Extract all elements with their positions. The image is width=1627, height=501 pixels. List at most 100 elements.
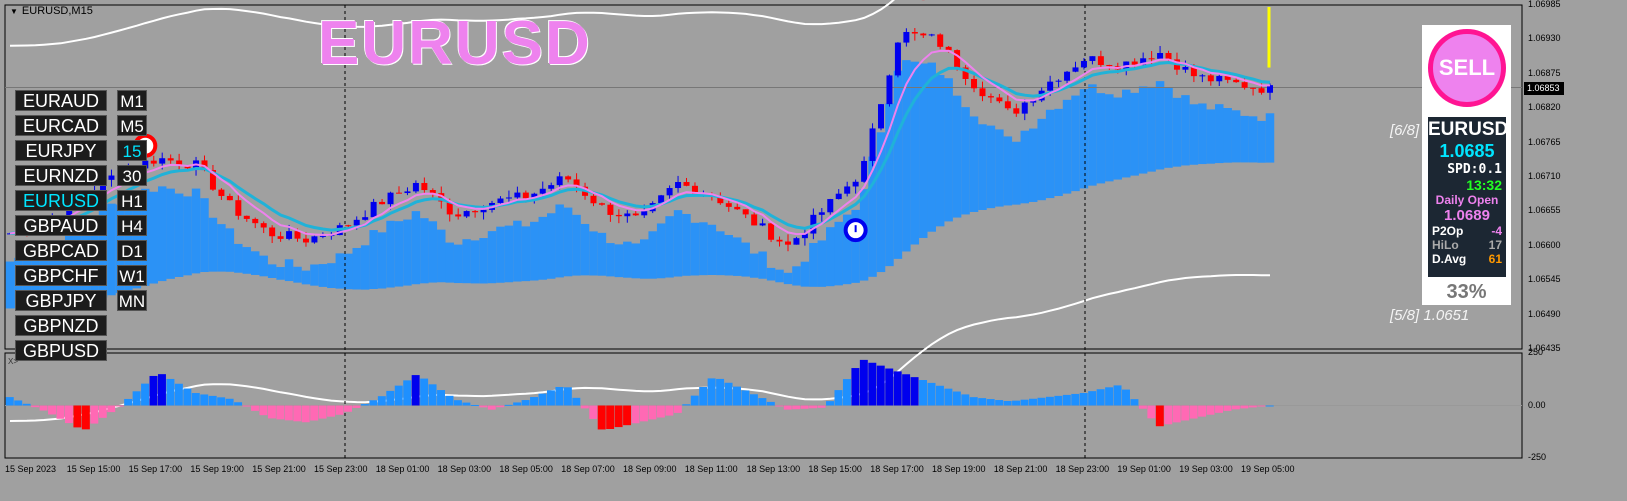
cloud-bar	[758, 251, 767, 279]
price-axis-label: 1.06490	[1528, 308, 1561, 319]
symbol-button-gbpcad[interactable]: GBPCAD	[15, 240, 107, 261]
candle-body	[1047, 81, 1054, 91]
symbol-button-gbpjpy[interactable]: GBPJPY	[15, 290, 107, 311]
cloud-bar	[1215, 104, 1224, 164]
candle-body	[1072, 67, 1079, 72]
oscillator-bar	[1105, 387, 1114, 406]
oscillator-bar	[31, 405, 40, 408]
oscillator-bar	[284, 405, 293, 421]
symbol-button-gbpchf[interactable]: GBPCHF	[15, 265, 107, 286]
candle-body	[725, 203, 732, 207]
timeframe-button-h4[interactable]: H4	[117, 215, 147, 236]
time-axis-label: 19 Sep 03:00	[1179, 464, 1233, 474]
cloud-bar	[386, 220, 395, 288]
candle-body	[243, 215, 250, 219]
timeframe-button-30[interactable]: 30	[117, 165, 147, 186]
candle-body	[1013, 108, 1020, 114]
candle-body	[302, 238, 309, 243]
timeframe-button-d1[interactable]: D1	[117, 240, 147, 261]
candle-body	[1165, 52, 1172, 60]
oscillator-bar	[792, 405, 801, 410]
cloud-bar	[225, 228, 235, 272]
candle-body	[1148, 58, 1155, 60]
symbol-button-gbpusd[interactable]: GBPUSD	[15, 340, 107, 361]
oscillator-bar	[234, 402, 243, 406]
hilo-label: HiLo	[1432, 238, 1459, 252]
candle-body	[1233, 79, 1240, 83]
oscillator-bar	[251, 405, 259, 411]
candle-body	[928, 34, 935, 36]
oscillator-bar	[115, 405, 124, 407]
price-axis-label: 1.06820	[1528, 102, 1561, 113]
candle-body	[429, 190, 436, 194]
cloud-bar	[318, 264, 328, 287]
cloud-bar	[716, 231, 725, 276]
symbol-button-eurusd[interactable]: EURUSD	[15, 190, 107, 211]
timeframe-button-mn[interactable]: MN	[117, 290, 147, 311]
candle-body	[218, 189, 225, 196]
lower-band	[9, 274, 1271, 422]
oscillator-bar	[403, 380, 412, 406]
symbol-button-eurcad[interactable]: EURCAD	[15, 115, 107, 136]
candle-body	[277, 236, 284, 239]
oscillator-bar	[1037, 397, 1046, 406]
time-axis-label: 19 Sep 01:00	[1117, 464, 1171, 474]
panel-time: 13:32	[1466, 177, 1502, 193]
symbol-button-eurnzd[interactable]: EURNZD	[15, 165, 107, 186]
cloud-bar	[445, 242, 454, 283]
oscillator-bar	[335, 405, 344, 415]
timeframe-button-h1[interactable]: H1	[117, 190, 147, 211]
cloud-bar	[1028, 128, 1038, 202]
oscillator-bar	[707, 378, 716, 406]
candle-body	[167, 158, 174, 161]
symbol-button-gbpaud[interactable]: GBPAUD	[15, 215, 107, 236]
oscillator-bar	[318, 405, 327, 419]
cloud-bar	[597, 232, 607, 276]
symbol-button-gbpnzd[interactable]: GBPNZD	[15, 315, 107, 336]
oscillator-bar	[766, 401, 775, 406]
timeframe-button-15[interactable]: 15	[117, 140, 147, 161]
symbol-button-euraud[interactable]: EURAUD	[15, 90, 107, 111]
candle-body	[438, 193, 445, 202]
oscillator-bar	[225, 398, 234, 406]
oscillator-bar	[589, 405, 598, 419]
oscillator-bar	[623, 405, 632, 426]
cloud-bar	[521, 226, 531, 282]
cloud-bar	[648, 231, 657, 279]
oscillator-bar	[733, 386, 741, 406]
oscillator-bar	[910, 377, 919, 406]
candle-body	[108, 175, 115, 180]
cloud-bar	[741, 242, 750, 277]
cloud-bar	[563, 207, 573, 277]
time-axis-label: 18 Sep 13:00	[746, 464, 801, 474]
chart-title: ▼ EURUSD,M15	[10, 5, 93, 17]
candle-body	[615, 214, 622, 217]
oscillator-bar	[73, 405, 82, 428]
oscillator-bar	[5, 397, 14, 406]
oscillator-bar	[952, 391, 961, 406]
cloud-bar	[5, 261, 15, 309]
fast-ma	[9, 49, 1271, 236]
cloud-bar	[927, 62, 936, 232]
oscillator-bar	[859, 359, 868, 406]
time-axis-label: 18 Sep 05:00	[499, 464, 553, 474]
timeframe-button-m5[interactable]: M5	[117, 115, 147, 136]
candle-body	[1258, 88, 1265, 93]
candle-body	[1190, 66, 1197, 77]
cloud-bar	[538, 216, 547, 280]
symbol-button-eurjpy[interactable]: EURJPY	[15, 140, 107, 161]
cloud-bar	[487, 231, 497, 284]
oscillator-bar	[1248, 405, 1257, 408]
cloud-bar	[369, 230, 378, 290]
dropdown-triangle-icon[interactable]: ▼	[10, 7, 18, 16]
cloud-bar	[733, 237, 742, 276]
cloud-bar	[935, 74, 945, 227]
oscillator-bar	[656, 405, 665, 418]
cloud-bar	[885, 103, 894, 267]
candle-body	[835, 193, 842, 200]
timeframe-button-m1[interactable]: M1	[117, 90, 147, 111]
sell-button[interactable]: SELL	[1428, 29, 1506, 107]
timeframe-button-w1[interactable]: W1	[117, 265, 147, 286]
candle-body	[1140, 58, 1147, 65]
